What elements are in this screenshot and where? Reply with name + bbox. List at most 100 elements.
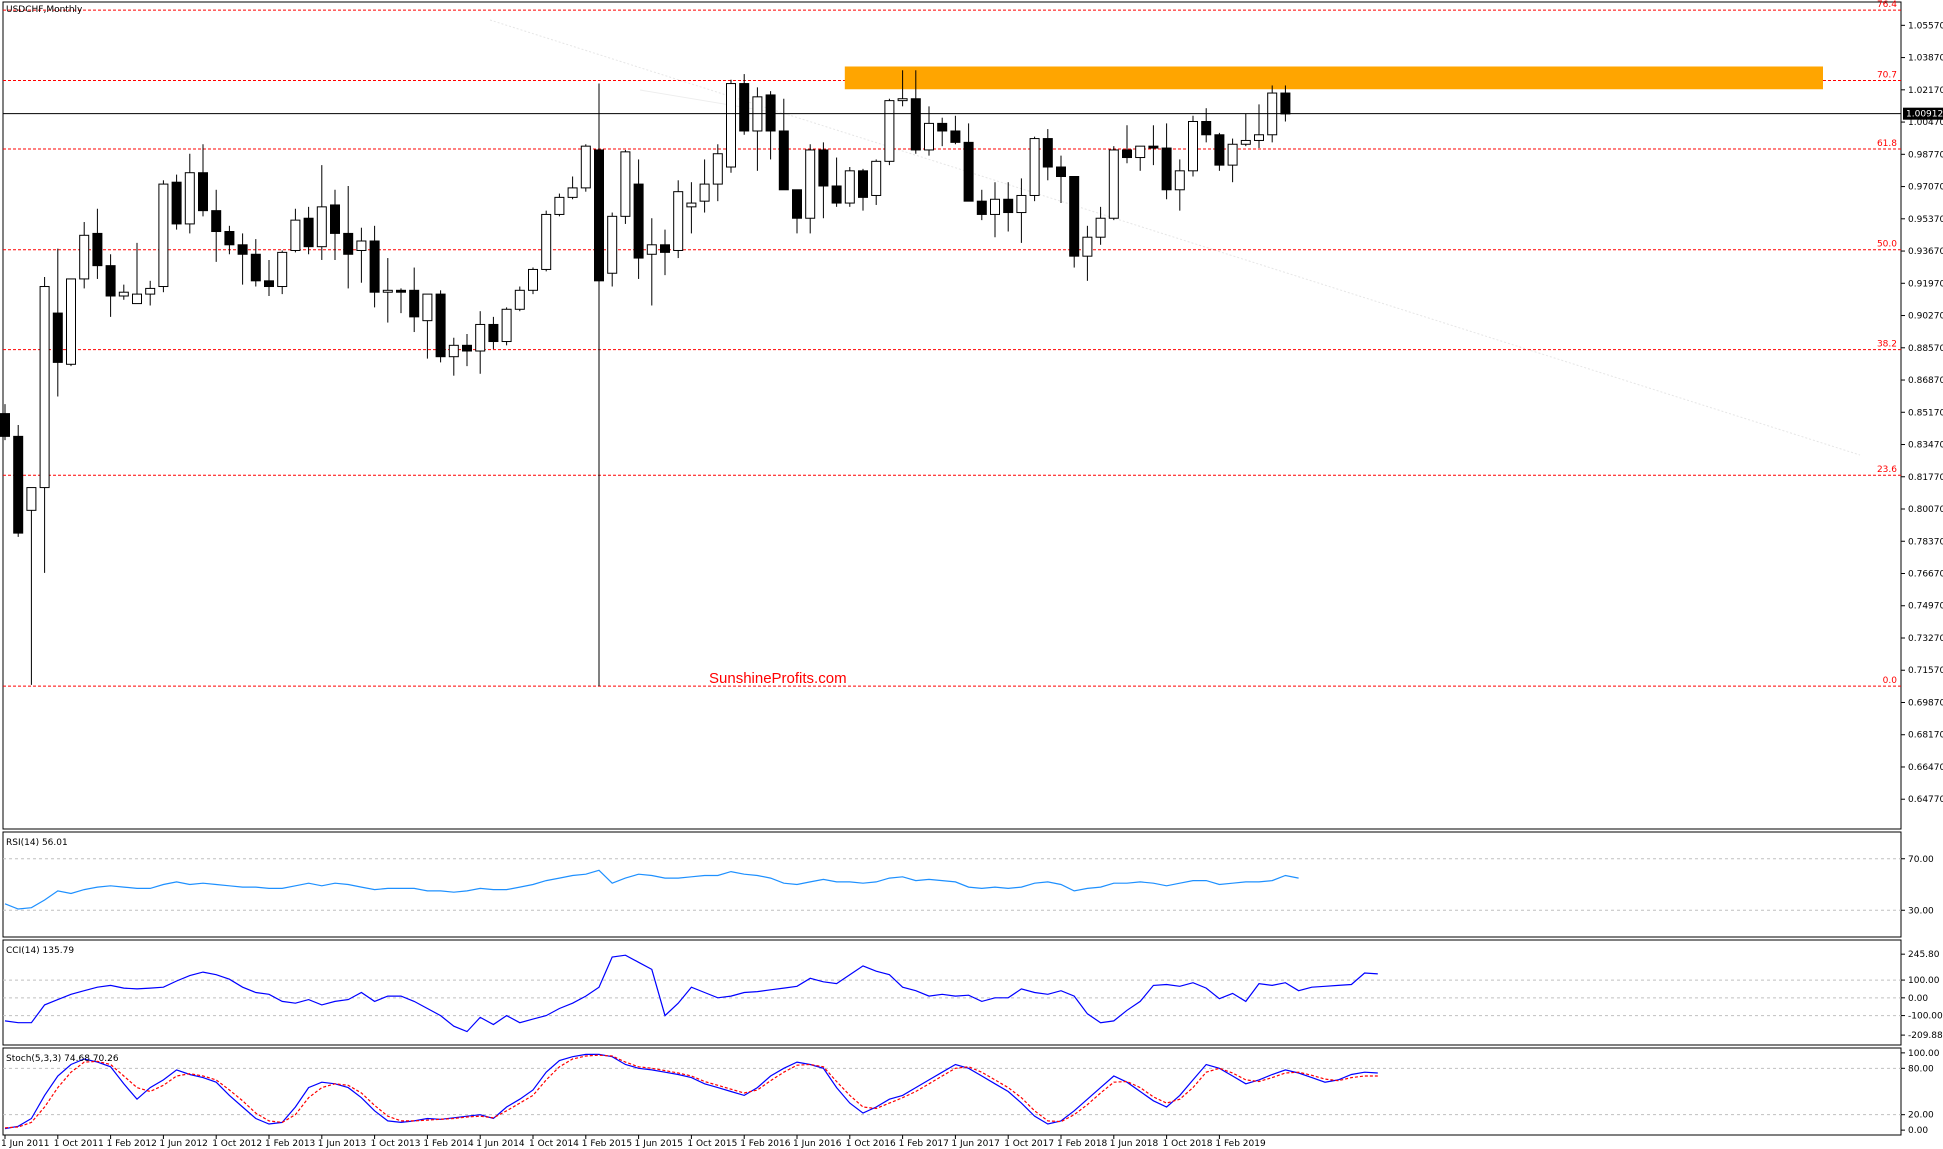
candle: [0, 404, 10, 441]
current-price-text: 1.00912: [1906, 110, 1943, 120]
candle-body: [541, 213, 552, 270]
candle-body: [1174, 170, 1185, 191]
price-tick-label: 1.03870: [1908, 54, 1943, 64]
candle-body: [686, 202, 697, 208]
candle-body: [211, 210, 222, 233]
fib-label: 38.2: [1877, 340, 1897, 350]
candle: [26, 487, 37, 685]
candle-body: [765, 94, 776, 132]
candle: [462, 333, 472, 367]
candle: [330, 189, 340, 260]
candle-body: [39, 286, 50, 489]
candle-body: [1056, 166, 1066, 178]
candle: [726, 79, 736, 173]
fib-label: 0.0: [1883, 676, 1898, 686]
candle: [937, 117, 948, 147]
time-tick-label: 1 Feb 2013: [265, 1139, 315, 1149]
candle-body: [118, 291, 129, 297]
price-tick-label: 0.73270: [1908, 634, 1943, 644]
candle-body: [699, 183, 710, 202]
candle-body: [831, 185, 842, 204]
candle: [1056, 155, 1066, 204]
price-tick-label: 0.95370: [1908, 215, 1943, 225]
price-tick-label: 0.93670: [1908, 247, 1943, 257]
candle-body: [712, 153, 723, 185]
candle: [739, 74, 750, 135]
candle: [1003, 182, 1014, 232]
candle-body: [818, 149, 829, 187]
time-tick-label: 1 Oct 2018: [1163, 1139, 1213, 1149]
time-tick-label: 1 Jun 2018: [1110, 1139, 1159, 1149]
candle: [264, 259, 274, 297]
indicator-tick-label: 0.00: [1908, 994, 1928, 1004]
stochastic-indicator: 100.00 80.00 20.00 0.00: [3, 1049, 1940, 1136]
candle: [356, 227, 367, 283]
stoch-panel: [2, 1047, 1902, 1136]
candle-body: [184, 172, 195, 225]
candle-body: [171, 181, 182, 225]
candle-body: [884, 100, 895, 162]
candle-body: [660, 244, 670, 253]
candle-body: [924, 122, 934, 151]
candle: [409, 267, 420, 333]
candle-body: [871, 160, 882, 196]
time-tick-label: 1 Feb 2012: [107, 1139, 157, 1149]
candle: [290, 208, 301, 253]
cci-indicator: 245.80 100.00 0.00 -100.00 -209.88: [3, 950, 1943, 1041]
candle: [554, 193, 565, 217]
indicator-tick-label: -209.88: [1908, 1031, 1943, 1041]
candle-body: [1280, 92, 1291, 115]
price-tick-label: 1.05570: [1908, 21, 1943, 31]
candle: [792, 189, 802, 234]
price-tick-label: 0.85170: [1908, 408, 1943, 418]
candle: [277, 250, 288, 295]
candle-body: [844, 170, 855, 204]
candle-body: [409, 289, 420, 318]
price-tick-label: 1.00470: [1908, 118, 1943, 128]
price-tick-label: 0.66470: [1908, 763, 1943, 773]
candle-body: [13, 435, 24, 534]
candle: [118, 284, 129, 300]
candle-body: [1016, 194, 1027, 214]
candle-body: [52, 312, 63, 363]
candle-body: [1042, 138, 1053, 168]
candle-body: [1003, 198, 1014, 214]
candle-body: [79, 234, 90, 280]
candle-body: [1161, 147, 1172, 191]
candle-body: [145, 287, 156, 295]
indicator-tick-label: 80.00: [1908, 1064, 1934, 1074]
candle-body: [633, 183, 644, 259]
rsi-label: RSI(14) 56.01: [6, 838, 68, 848]
candle-body: [567, 187, 578, 198]
candle-body: [356, 240, 367, 251]
candle-body: [778, 130, 789, 191]
trend-lines: [489, 19, 1861, 456]
candle-body: [224, 231, 235, 246]
candle-body: [528, 268, 538, 291]
candle: [528, 267, 538, 295]
fib-label: 76.4: [1877, 0, 1897, 10]
candle: [594, 83, 604, 687]
candle: [686, 182, 697, 234]
candle: [92, 208, 103, 279]
rsi-panel: [2, 831, 1902, 938]
candle-body: [1188, 120, 1198, 172]
candle-body: [396, 289, 406, 293]
watermark: SunshineProfits.com: [709, 670, 847, 687]
candle: [910, 70, 921, 154]
candle: [158, 180, 169, 293]
candle: [382, 258, 393, 323]
candle: [607, 212, 618, 287]
candle: [13, 424, 24, 537]
price-tick-label: 0.69870: [1908, 698, 1943, 708]
indicator-tick-label: 20.00: [1908, 1111, 1934, 1121]
candle: [1122, 125, 1132, 164]
candle: [541, 210, 552, 272]
candle: [303, 206, 314, 255]
candle: [1174, 159, 1185, 211]
price-tick-label: 0.78370: [1908, 537, 1943, 547]
candle: [171, 174, 182, 230]
candle-body: [501, 308, 512, 343]
indicator-tick-label: 100.00: [1908, 976, 1940, 986]
candle: [633, 159, 644, 279]
